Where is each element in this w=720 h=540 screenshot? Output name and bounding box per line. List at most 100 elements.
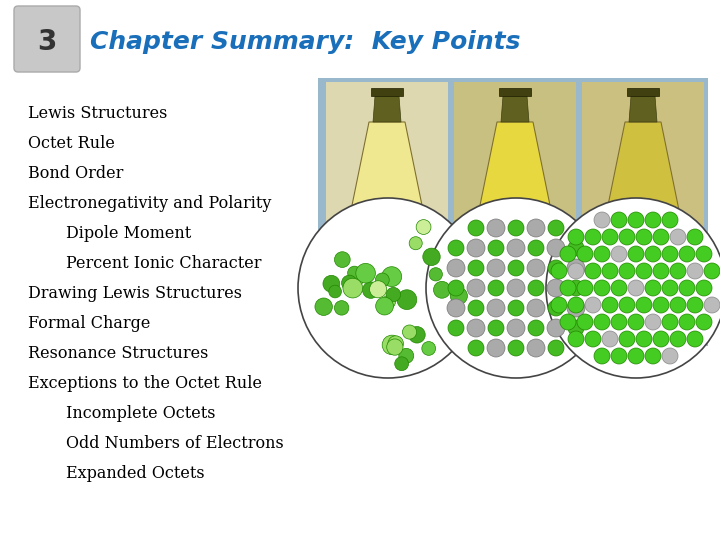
Text: Bond Order: Bond Order <box>28 165 123 182</box>
Circle shape <box>611 246 627 262</box>
Circle shape <box>468 340 484 356</box>
Circle shape <box>528 320 544 336</box>
Circle shape <box>298 198 478 378</box>
Circle shape <box>467 279 485 297</box>
Circle shape <box>662 212 678 228</box>
Polygon shape <box>477 122 553 220</box>
Polygon shape <box>371 88 403 96</box>
Circle shape <box>602 297 618 313</box>
Circle shape <box>447 299 465 317</box>
Circle shape <box>567 259 585 277</box>
Circle shape <box>611 314 627 330</box>
Circle shape <box>636 297 652 313</box>
Polygon shape <box>499 88 531 96</box>
Circle shape <box>528 240 544 256</box>
Circle shape <box>488 280 504 296</box>
Circle shape <box>447 259 465 277</box>
Circle shape <box>602 331 618 347</box>
Circle shape <box>619 229 635 245</box>
Circle shape <box>329 285 341 298</box>
Circle shape <box>348 273 363 287</box>
Circle shape <box>356 264 375 283</box>
Circle shape <box>636 229 652 245</box>
Circle shape <box>687 331 703 347</box>
Circle shape <box>662 314 678 330</box>
Circle shape <box>670 263 686 279</box>
Text: Incomplete Octets: Incomplete Octets <box>66 405 215 422</box>
Text: Exceptions to the Octet Rule: Exceptions to the Octet Rule <box>28 375 262 392</box>
Circle shape <box>645 314 661 330</box>
Circle shape <box>433 281 451 298</box>
Circle shape <box>585 229 601 245</box>
Circle shape <box>560 280 576 296</box>
Circle shape <box>628 348 644 364</box>
Text: Resonance Structures: Resonance Structures <box>28 345 208 362</box>
Circle shape <box>416 220 431 234</box>
Circle shape <box>568 331 584 347</box>
Circle shape <box>704 297 720 313</box>
Circle shape <box>402 325 417 339</box>
Circle shape <box>548 220 564 236</box>
Circle shape <box>467 319 485 337</box>
Bar <box>582 82 704 230</box>
Circle shape <box>645 212 661 228</box>
Circle shape <box>507 319 525 337</box>
Circle shape <box>527 299 545 317</box>
Circle shape <box>488 320 504 336</box>
Circle shape <box>577 280 593 296</box>
Circle shape <box>585 263 601 279</box>
Circle shape <box>653 229 669 245</box>
Circle shape <box>687 229 703 245</box>
Circle shape <box>409 237 422 250</box>
Circle shape <box>577 246 593 262</box>
Circle shape <box>551 263 567 279</box>
Circle shape <box>382 335 402 355</box>
Circle shape <box>585 297 601 313</box>
Polygon shape <box>373 96 401 122</box>
Circle shape <box>704 263 720 279</box>
Circle shape <box>335 252 350 267</box>
Circle shape <box>527 339 545 357</box>
Circle shape <box>662 348 678 364</box>
Circle shape <box>628 212 644 228</box>
Circle shape <box>568 320 584 336</box>
Circle shape <box>429 268 442 281</box>
Circle shape <box>388 336 403 351</box>
Circle shape <box>507 279 525 297</box>
Circle shape <box>645 246 661 262</box>
Circle shape <box>508 260 524 276</box>
Circle shape <box>670 331 686 347</box>
Text: Drawing Lewis Structures: Drawing Lewis Structures <box>28 285 242 302</box>
Circle shape <box>399 348 414 363</box>
Circle shape <box>611 348 627 364</box>
Circle shape <box>567 299 585 317</box>
Circle shape <box>527 259 545 277</box>
Circle shape <box>594 212 610 228</box>
Circle shape <box>468 260 484 276</box>
Circle shape <box>594 280 610 296</box>
Circle shape <box>376 297 393 315</box>
Circle shape <box>611 212 627 228</box>
Circle shape <box>548 300 564 316</box>
Circle shape <box>687 263 703 279</box>
Bar <box>326 82 448 230</box>
Circle shape <box>382 267 402 287</box>
Circle shape <box>611 280 627 296</box>
Circle shape <box>409 327 426 343</box>
Circle shape <box>343 278 363 298</box>
Text: Octet Rule: Octet Rule <box>28 135 115 152</box>
Circle shape <box>585 331 601 347</box>
Circle shape <box>323 275 340 292</box>
Circle shape <box>645 348 661 364</box>
Circle shape <box>670 297 686 313</box>
Circle shape <box>594 314 610 330</box>
Circle shape <box>548 340 564 356</box>
Circle shape <box>487 339 505 357</box>
Circle shape <box>662 280 678 296</box>
Circle shape <box>468 300 484 316</box>
Circle shape <box>662 246 678 262</box>
Circle shape <box>487 259 505 277</box>
Polygon shape <box>629 96 657 122</box>
Circle shape <box>527 219 545 237</box>
Circle shape <box>602 229 618 245</box>
